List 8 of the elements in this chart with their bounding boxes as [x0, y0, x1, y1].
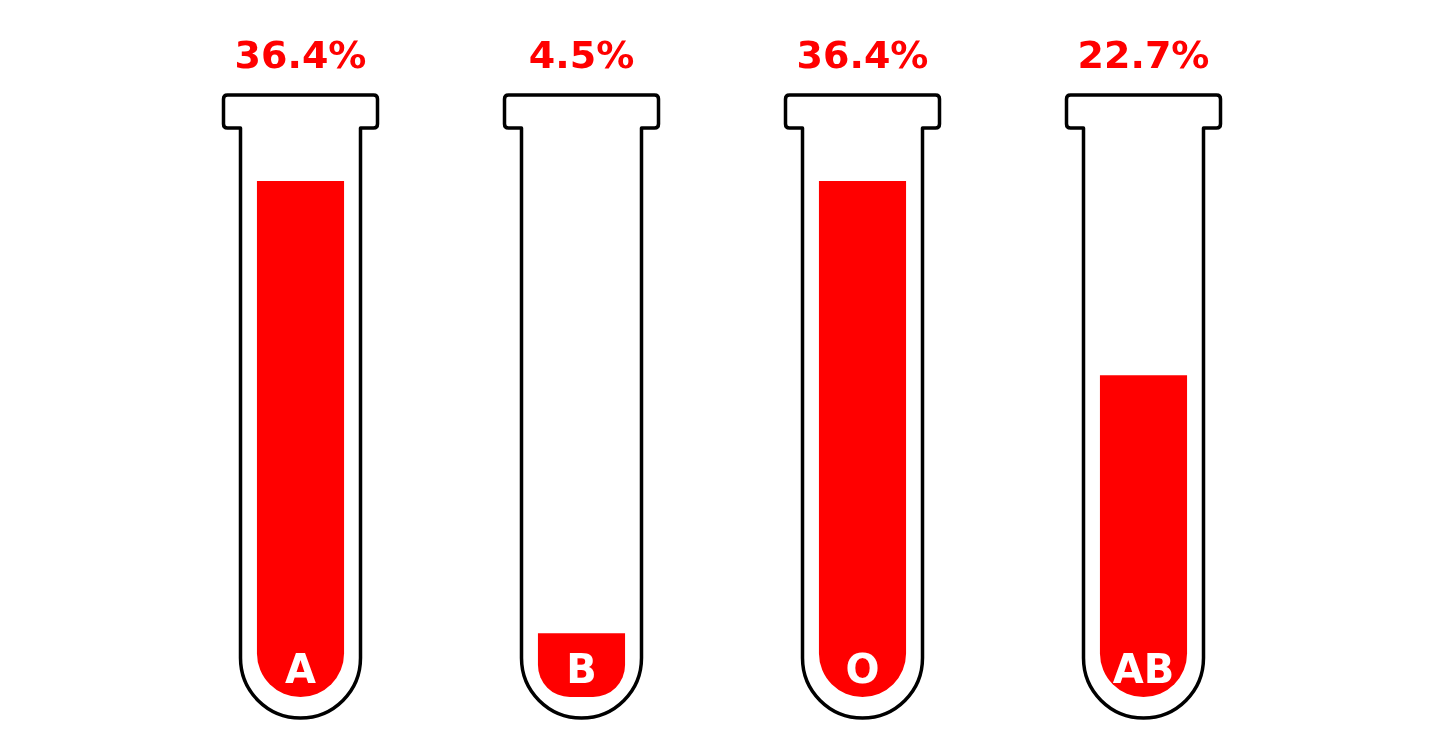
x-tick-label: B: [566, 646, 597, 692]
data-label: 36.4%: [796, 33, 929, 77]
x-tick-label: A: [285, 646, 317, 692]
data-label: 22.7%: [1077, 33, 1210, 77]
data-label: 36.4%: [234, 33, 367, 77]
x-tick-label: AB: [1112, 646, 1175, 692]
x-tick-label: O: [845, 646, 880, 692]
data-label: 4.5%: [528, 33, 635, 77]
